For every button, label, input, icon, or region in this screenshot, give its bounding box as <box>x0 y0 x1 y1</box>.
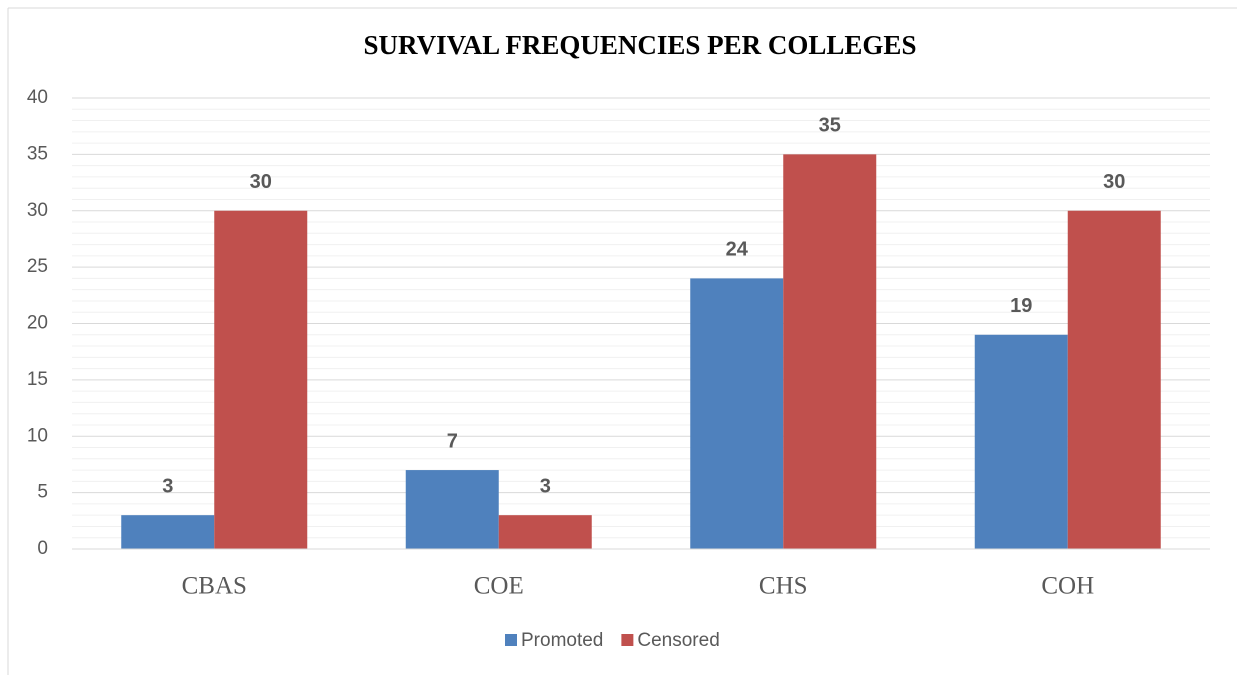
y-tick-label: 35 <box>27 143 48 164</box>
x-tick-label: COE <box>474 573 524 600</box>
bar <box>1067 210 1161 549</box>
bar <box>498 515 592 549</box>
x-tick-label: COH <box>1041 573 1094 600</box>
legend-swatch <box>621 634 634 646</box>
y-tick-label: 20 <box>27 313 48 334</box>
data-label: 30 <box>250 171 272 193</box>
data-label: 19 <box>1010 295 1032 317</box>
bar <box>690 278 784 549</box>
data-label: 35 <box>819 115 841 137</box>
y-tick-label: 5 <box>37 482 48 503</box>
y-tick-label: 40 <box>27 87 48 108</box>
y-tick-label: 10 <box>27 425 48 446</box>
bar <box>974 334 1068 549</box>
y-tick-label: 25 <box>27 256 48 277</box>
bar <box>405 470 499 549</box>
y-tick-label: 15 <box>27 369 48 390</box>
x-tick-label: CBAS <box>182 573 247 600</box>
legend-label: Censored <box>637 630 719 651</box>
y-tick-label: 0 <box>37 538 48 559</box>
x-tick-label: CHS <box>759 573 808 600</box>
data-label: 3 <box>540 475 551 497</box>
data-label: 7 <box>447 430 458 452</box>
data-label: 30 <box>1103 171 1125 193</box>
legend-label: Promoted <box>521 630 603 651</box>
bar <box>783 154 877 549</box>
data-label: 3 <box>162 475 173 497</box>
legend-swatch <box>505 634 517 646</box>
bar <box>121 515 215 549</box>
data-label: 24 <box>726 239 749 261</box>
y-tick-label: 30 <box>27 200 48 221</box>
chart-title: SURVIVAL FREQUENCIES PER COLLEGES <box>364 30 917 60</box>
bar <box>214 210 308 549</box>
